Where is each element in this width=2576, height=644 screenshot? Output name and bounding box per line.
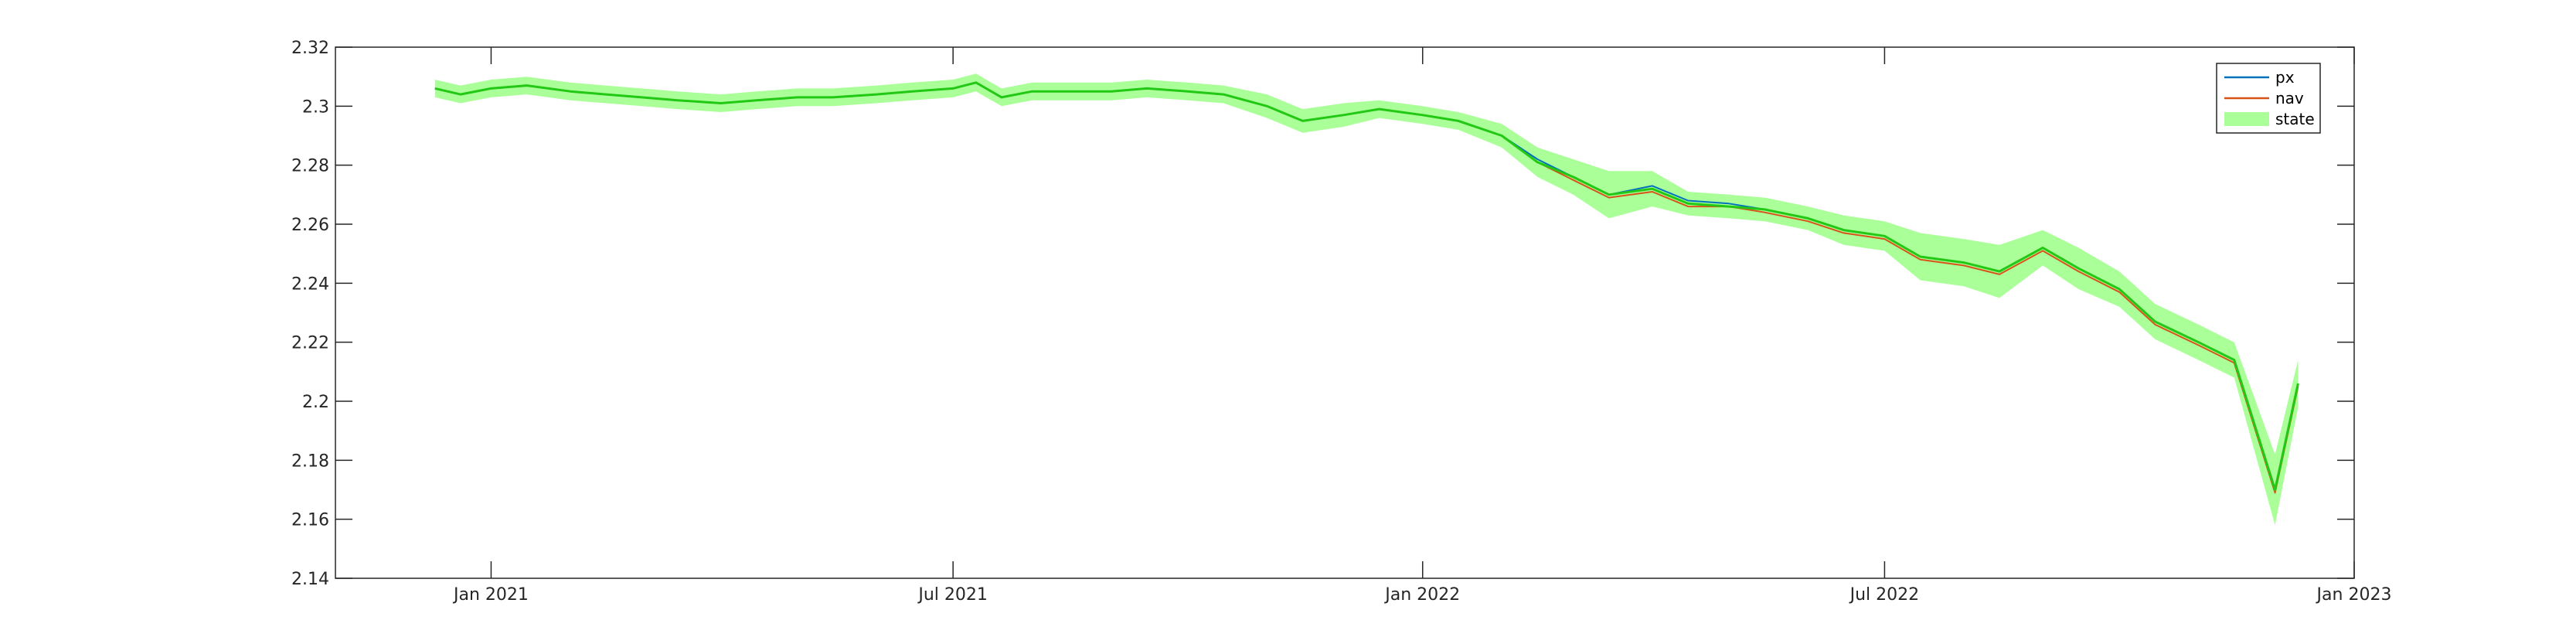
- y-tick-label: 2.24: [291, 274, 329, 294]
- legend-swatch-state: [2224, 112, 2269, 126]
- x-axis: Jan 2021 Jul 2021 Jan 2022 Jul 2022 Jan 2023: [452, 47, 2391, 605]
- y-tick-label: 2.18: [291, 451, 329, 471]
- x-tick-label: Jul 2021: [917, 585, 988, 605]
- legend-label-px: px: [2275, 68, 2295, 87]
- y-tick-label: 2.2: [302, 393, 329, 412]
- plot-frame: [335, 46, 2355, 579]
- y-axis: 2.14 2.16 2.18 2.2 2.22 2.24 2.26 2.28 2.3 2.32: [291, 39, 2354, 589]
- x-tick-label: Jan 2022: [1383, 585, 1460, 605]
- x-tick-label: Jan 2021: [452, 585, 529, 605]
- y-tick-label: 2.26: [291, 216, 329, 235]
- y-tick-label: 2.3: [302, 97, 329, 117]
- series-line-state: [434, 81, 2299, 491]
- series-layer: [434, 81, 2299, 494]
- y-tick-label: 2.28: [291, 157, 329, 176]
- legend-label-nav: nav: [2275, 89, 2304, 107]
- x-tick-label: Jan 2023: [2316, 585, 2392, 605]
- legend-label-state: state: [2275, 110, 2315, 128]
- y-tick-label: 2.16: [291, 511, 329, 530]
- x-tick-label: Jul 2022: [1849, 585, 1920, 605]
- y-tick-label: 2.22: [291, 334, 329, 353]
- legend: px nav state: [2216, 63, 2321, 134]
- y-tick-label: 2.14: [291, 570, 329, 589]
- y-tick-label: 2.32: [291, 39, 329, 58]
- plot-area: [335, 47, 2354, 578]
